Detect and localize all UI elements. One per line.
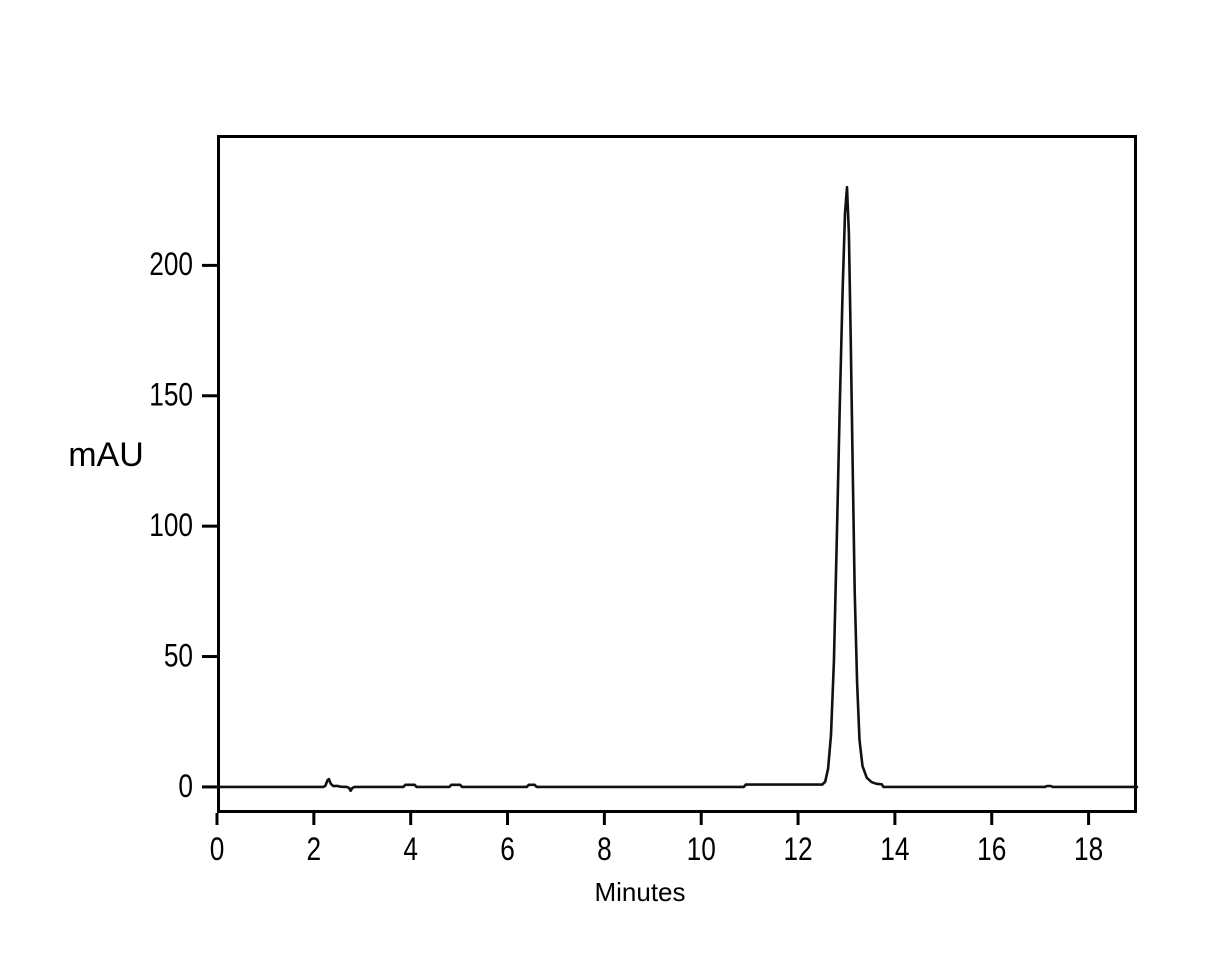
y-tick-label: 100 [149, 509, 193, 544]
x-tick-label: 16 [977, 833, 1006, 868]
y-tick-label: 50 [164, 639, 193, 674]
x-tick-label: 6 [500, 833, 515, 868]
y-tick-label: 200 [149, 248, 193, 283]
signal-trace [215, 185, 1139, 793]
y-tick-label: 150 [149, 378, 193, 413]
x-tick-label: 12 [783, 833, 812, 868]
x-tick-label: 0 [210, 833, 225, 868]
x-tick-label: 10 [687, 833, 716, 868]
x-axis-label: Minutes [594, 877, 686, 907]
x-tick-label: 4 [403, 833, 418, 868]
x-tick-label: 8 [597, 833, 612, 868]
plot-frame [217, 135, 1137, 813]
y-axis-label: mAU [68, 436, 144, 474]
x-tick-label: 14 [880, 833, 909, 868]
x-tick-label: 18 [1074, 833, 1103, 868]
x-tick-label: 2 [307, 833, 322, 868]
y-tick-label: 0 [178, 769, 193, 804]
